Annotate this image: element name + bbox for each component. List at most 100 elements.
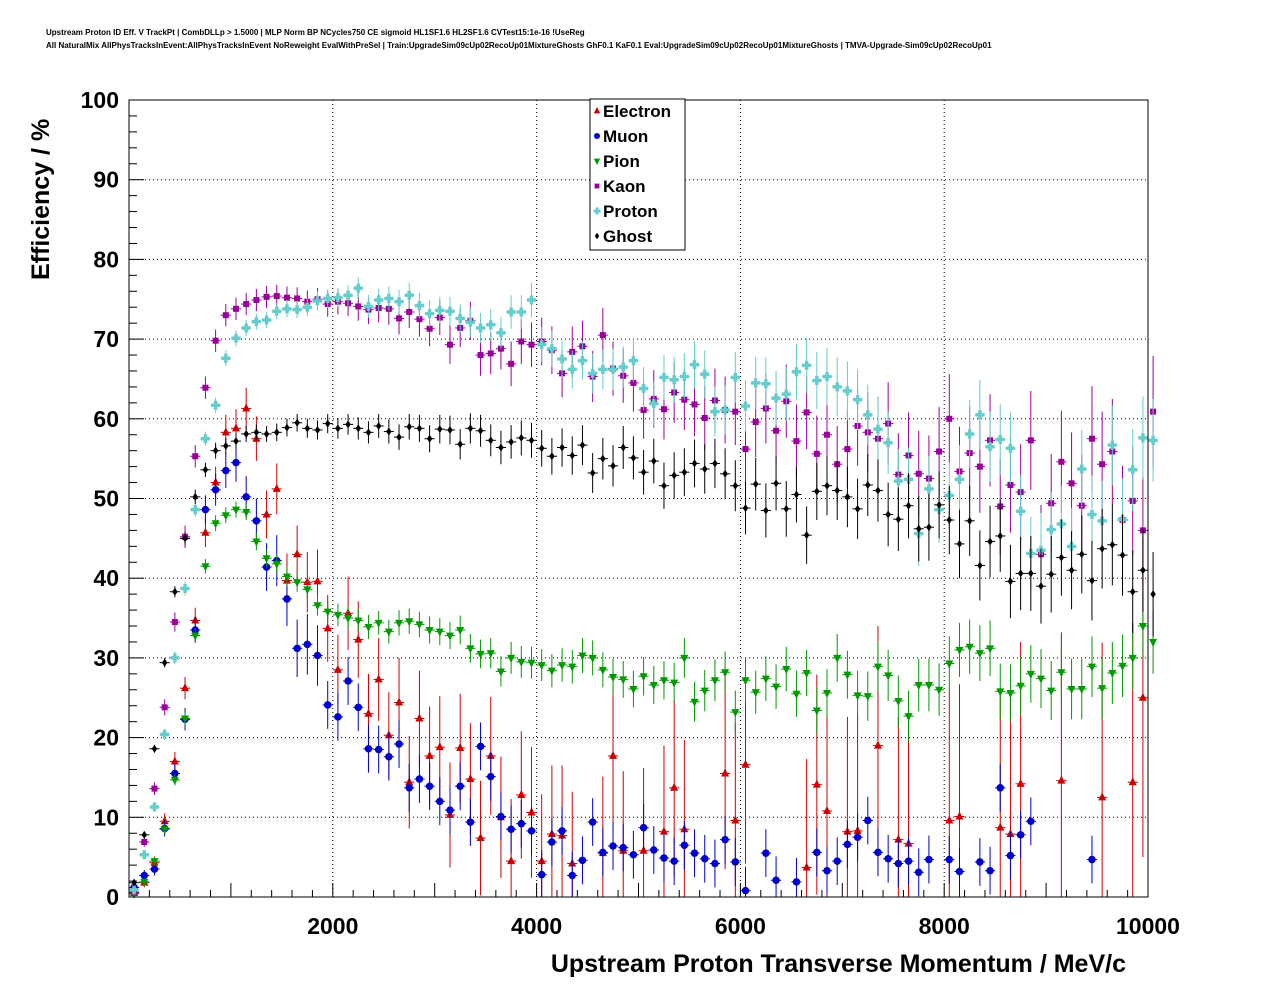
data-point-kaon: [773, 427, 780, 434]
data-point-ghost: [752, 480, 759, 489]
data-point-kaon: [752, 418, 759, 425]
data-point-pion: [1006, 689, 1015, 698]
data-point-pion: [395, 619, 404, 628]
data-point-electron: [731, 815, 740, 824]
data-point-electron: [873, 740, 882, 749]
data-point-proton: [781, 389, 791, 399]
data-point-muon: [456, 782, 464, 790]
legend: Electron Muon Pion Kaon Proton Ghost: [589, 98, 686, 251]
data-point-muon: [313, 651, 322, 660]
data-point-muon: [629, 851, 638, 859]
data-point-proton: [272, 306, 282, 316]
legend-marker-kaon: [594, 183, 600, 189]
data-point-pion: [680, 654, 689, 663]
data-point-kaon: [936, 448, 943, 455]
data-point-ghost: [926, 523, 932, 532]
data-point-muon: [976, 858, 984, 866]
data-point-electron: [293, 549, 302, 558]
data-point-ghost: [1109, 540, 1116, 549]
data-point-muon: [792, 878, 801, 886]
data-point-ghost: [151, 744, 158, 753]
data-point-muon: [242, 493, 250, 501]
data-point-ghost: [589, 468, 596, 477]
data-point-pion: [221, 512, 230, 521]
data-point-proton: [231, 333, 241, 343]
data-point-pion: [598, 666, 607, 675]
data-point-ghost: [375, 421, 382, 430]
data-point-proton: [333, 293, 343, 303]
data-point-proton: [802, 360, 812, 370]
data-point-proton: [282, 304, 292, 314]
data-point-proton: [211, 400, 221, 410]
data-point-kaon: [212, 337, 219, 344]
data-point-ghost: [161, 658, 168, 667]
data-point-pion: [975, 650, 984, 659]
data-point-proton: [1046, 525, 1056, 535]
data-point-kaon: [222, 312, 229, 319]
data-point-pion: [537, 662, 546, 671]
data-point-electron: [374, 674, 383, 683]
y-tick-label: 100: [81, 87, 119, 113]
data-point-ghost: [722, 469, 728, 478]
data-point-ghost: [1079, 550, 1085, 559]
data-point-muon: [1006, 851, 1015, 860]
data-point-electron: [456, 742, 465, 751]
data-point-muon: [864, 816, 872, 825]
data-point-pion: [568, 663, 577, 672]
data-point-pion: [710, 677, 719, 686]
data-point-electron: [812, 779, 821, 788]
data-point-proton: [190, 505, 200, 515]
data-point-pion: [863, 693, 872, 702]
data-point-pion: [965, 643, 974, 652]
data-point-pion: [364, 623, 373, 632]
data-point-proton: [180, 584, 190, 594]
data-point-muon: [150, 865, 159, 873]
data-point-ghost: [508, 437, 514, 446]
data-point-proton: [160, 729, 170, 739]
data-point-kaon: [813, 450, 820, 457]
data-point-ghost: [691, 459, 698, 468]
data-point-muon: [446, 806, 454, 814]
data-point-ghost: [1038, 582, 1044, 591]
data-point-proton: [639, 384, 649, 394]
data-point-ghost: [946, 516, 953, 525]
y-tick-label: 60: [93, 406, 119, 432]
data-point-proton: [170, 653, 180, 663]
data-point-proton: [557, 354, 567, 364]
data-point-muon: [334, 713, 342, 721]
data-point-ghost: [1089, 576, 1095, 585]
data-point-muon: [497, 812, 505, 821]
data-point-kaon: [660, 406, 667, 413]
data-point-proton: [577, 356, 587, 366]
data-point-pion: [547, 667, 556, 676]
data-point-proton: [730, 372, 740, 382]
data-point-ghost: [1007, 577, 1014, 586]
data-point-proton: [465, 317, 475, 327]
data-point-ghost: [1099, 544, 1105, 553]
data-point-muon: [374, 745, 383, 754]
data-point-ghost: [763, 506, 769, 515]
data-point-electron: [955, 811, 964, 820]
data-point-pion: [639, 673, 648, 682]
data-point-proton: [761, 379, 771, 389]
legend-marker-ghost: [594, 232, 600, 240]
data-point-pion: [1138, 623, 1147, 632]
data-point-ghost: [681, 468, 688, 477]
data-point-pion: [924, 681, 933, 690]
data-point-muon: [813, 848, 821, 857]
data-point-proton: [1128, 465, 1138, 475]
data-point-muon: [700, 854, 709, 863]
data-point-muon: [772, 876, 780, 885]
data-point-proton: [343, 290, 353, 300]
data-point-pion: [588, 654, 597, 663]
data-point-ghost: [253, 428, 260, 437]
y-tick-label: 90: [93, 167, 119, 193]
data-point-pion: [384, 628, 393, 637]
data-point-proton: [608, 364, 618, 374]
data-point-proton: [455, 313, 465, 323]
data-point-pion: [496, 668, 505, 677]
x-tick-label: 4000: [511, 913, 562, 939]
data-point-proton: [506, 307, 516, 317]
data-point-electron: [1098, 792, 1107, 801]
data-point-kaon: [294, 295, 301, 302]
